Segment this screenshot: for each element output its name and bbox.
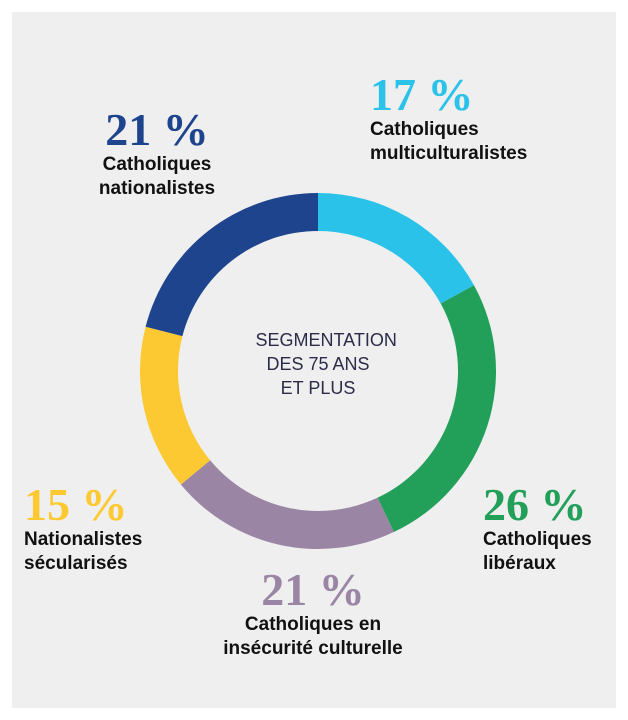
donut-segment bbox=[180, 460, 394, 549]
category-label: Catholiques nationalistes bbox=[98, 154, 216, 199]
donut-segment bbox=[377, 285, 496, 533]
category-label: Catholiques libéraux bbox=[483, 529, 592, 574]
value-label: 21 % bbox=[105, 104, 209, 155]
value-label: 15 % bbox=[24, 479, 128, 530]
center-label: SEGMENTATION DES 75 ANS ET PLUS bbox=[255, 330, 397, 398]
panel bbox=[12, 12, 616, 708]
donut-segment bbox=[145, 193, 318, 337]
value-label: 17 % bbox=[370, 69, 474, 120]
category-label: Nationalistes sécularisés bbox=[24, 529, 143, 574]
category-label: Catholiques en insécurité culturelle bbox=[223, 614, 403, 659]
donut-segment bbox=[140, 326, 211, 485]
category-label: Catholiques multiculturalistes bbox=[370, 119, 528, 164]
value-label: 21 % bbox=[261, 564, 365, 615]
value-label: 26 % bbox=[483, 479, 587, 530]
donut-segment bbox=[318, 193, 474, 304]
